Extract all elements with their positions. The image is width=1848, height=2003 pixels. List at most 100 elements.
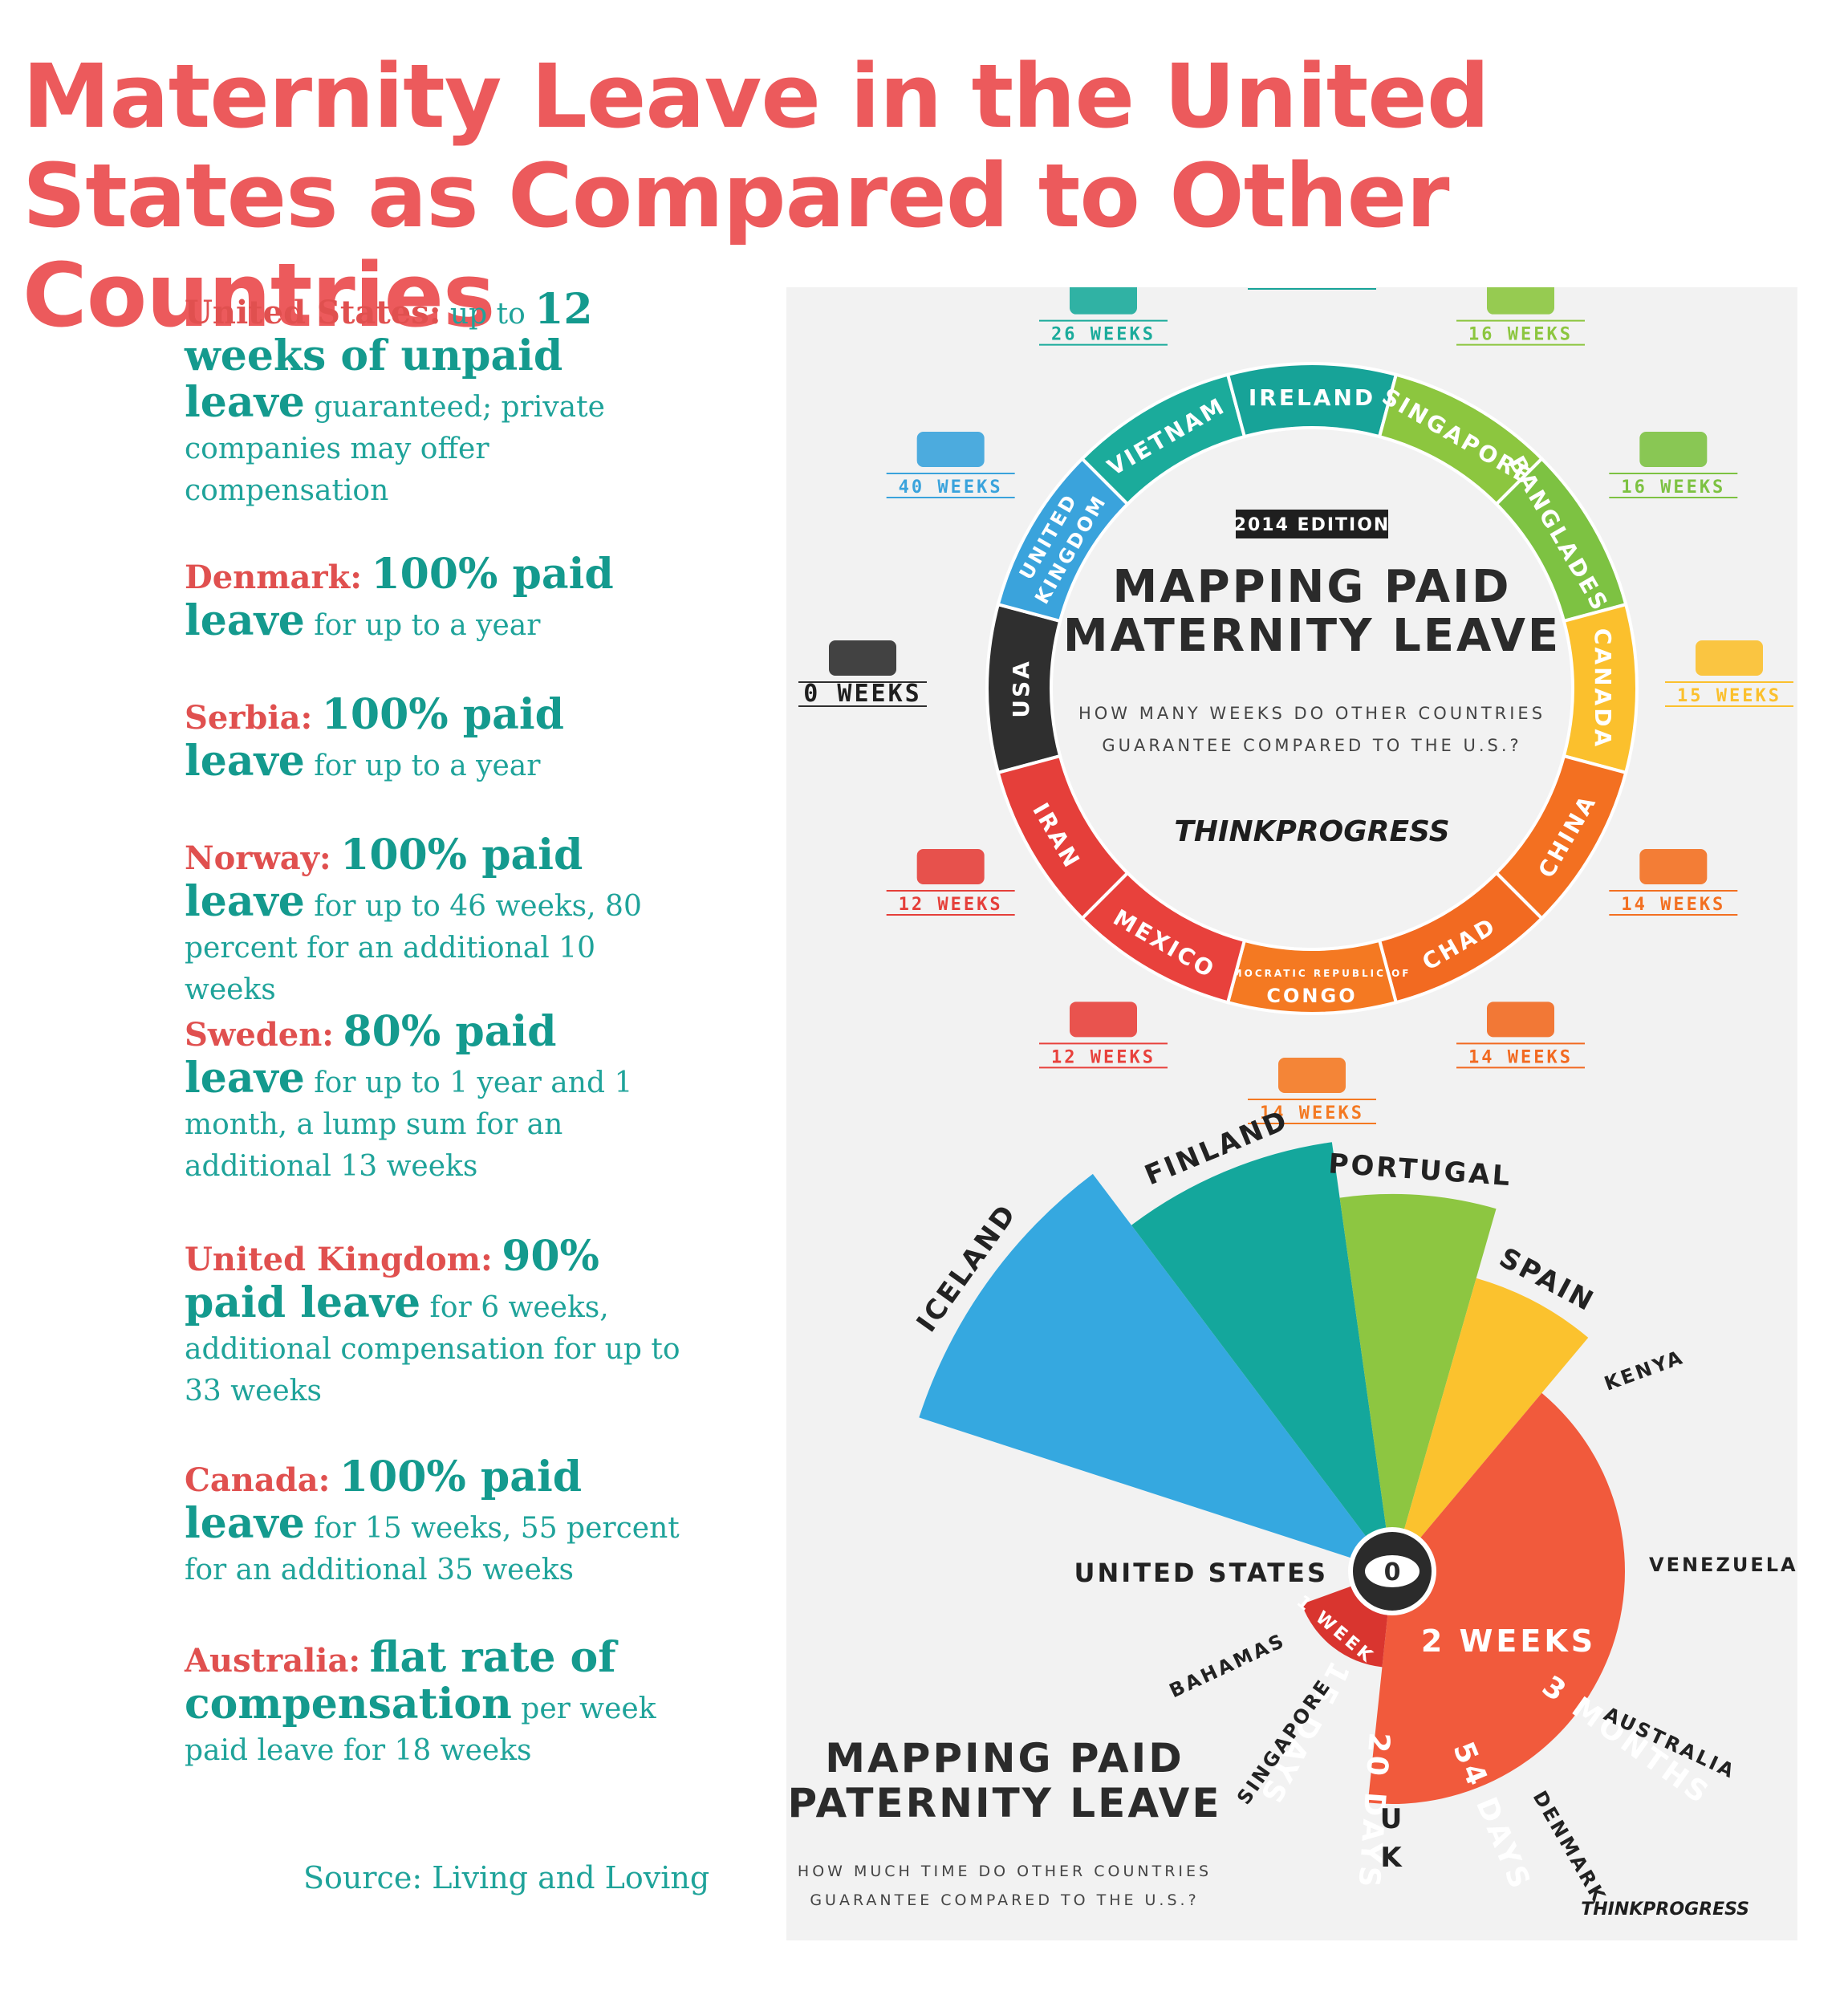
paternity-title-line1: MAPPING PAID — [825, 1735, 1184, 1782]
weeks-callout: 0 WEEKS — [798, 640, 927, 708]
weeks-label: 26 WEEKS — [1051, 325, 1156, 345]
country-map-icon — [1070, 287, 1137, 315]
fact-pre — [360, 1646, 369, 1679]
fact-detail: for up to 46 weeks, 80 percent for an ad… — [185, 890, 642, 1006]
weeks-callout: 14 WEEKS — [1248, 1058, 1376, 1124]
fan-segment-3-months — [919, 1173, 1392, 1571]
fact-highlight: 100% paid leave — [185, 831, 583, 926]
weeks-label: 12 WEEKS — [1051, 1047, 1156, 1067]
weeks-callout: 26 WEEKS — [1248, 287, 1376, 290]
weeks-callout: 12 WEEKS — [886, 849, 1015, 916]
fan-value-label: 2 WEEKS — [1421, 1623, 1596, 1659]
fact-detail: for 15 weeks, 55 percent for an addition… — [185, 1512, 680, 1587]
fan-country-label: VENEZUELA — [1649, 1554, 1797, 1576]
weeks-label: 12 WEEKS — [899, 895, 1003, 915]
maternity-subtitle-line2: GUARANTEE COMPARED TO THE U.S.? — [1102, 736, 1521, 755]
fact-detail: for up to a year — [304, 609, 541, 642]
fact-item: Canada: 100% paid leave for 15 weeks, 55… — [185, 1457, 682, 1591]
weeks-label: 16 WEEKS — [1621, 477, 1725, 498]
fact-country: Norway: — [185, 839, 331, 877]
weeks-callout: 15 WEEKS — [1665, 640, 1793, 707]
weeks-callout: 14 WEEKS — [1456, 1002, 1585, 1069]
fact-highlight: 90% paid leave — [185, 1232, 599, 1327]
fact-item: United Kingdom: 90% paid leave for 6 wee… — [185, 1236, 682, 1412]
fact-detail: for up to a year — [304, 750, 541, 782]
us-center-value: 0 — [1384, 1558, 1401, 1587]
fact-highlight: flat rate of compensation — [185, 1633, 616, 1729]
fact-item: Serbia: 100% paid leave for up to a year — [185, 694, 682, 787]
source-note: Source: Living and Loving — [303, 1860, 710, 1895]
country-map-icon — [1639, 849, 1708, 884]
country-map-icon — [1639, 432, 1708, 467]
fact-country: Australia: — [185, 1642, 361, 1680]
maternity-title-line2: MATERNITY LEAVE — [1063, 610, 1561, 662]
paternity-title-line2: PATERNITY LEAVE — [788, 1780, 1222, 1826]
fan-segment-20-days — [1339, 1194, 1497, 1571]
edition-label: 2014 EDITION — [1234, 515, 1391, 535]
fan-segment-15-days — [1392, 1278, 1589, 1571]
fan-country-label: DENMARK — [1529, 1787, 1611, 1908]
weeks-callout: 14 WEEKS — [1609, 849, 1738, 916]
fan-country-label-k: K — [1380, 1842, 1403, 1874]
ring-label: DEMOCRATIC REPUBLIC OF — [1213, 968, 1411, 979]
weeks-label: 14 WEEKS — [1260, 1103, 1364, 1123]
paternity-subtitle-line1: HOW MUCH TIME DO OTHER COUNTRIES — [798, 1863, 1212, 1880]
weeks-label: 14 WEEKS — [1621, 895, 1725, 915]
paternity-subtitle-line2: GUARANTEE COMPARED TO THE U.S.? — [810, 1891, 1199, 1909]
weeks-label: 16 WEEKS — [1468, 325, 1573, 345]
weeks-callout: 26 WEEKS — [1039, 287, 1168, 346]
weeks-label: 40 WEEKS — [899, 477, 1003, 498]
weeks-label: 15 WEEKS — [1677, 686, 1781, 706]
ring-label: CONGO — [1266, 985, 1357, 1007]
weeks-callout: 40 WEEKS — [886, 432, 1015, 498]
us-map-icon — [1365, 1555, 1420, 1587]
fact-pre: up to — [441, 298, 535, 331]
fan-country-label: BAHAMAS — [1166, 1629, 1289, 1702]
fact-pre — [312, 703, 321, 736]
weeks-callout: 12 WEEKS — [1039, 1002, 1168, 1069]
fan-country-label: KENYA — [1602, 1346, 1688, 1396]
fact-pre — [493, 1245, 502, 1278]
fact-country: Sweden: — [185, 1016, 335, 1054]
fact-detail: guaranteed; private companies may offer … — [185, 391, 605, 507]
fact-detail: for 6 weeks, additional compensation for… — [185, 1291, 680, 1408]
weeks-label: 26 WEEKS — [1260, 287, 1364, 289]
maternity-title-line1: MAPPING PAID — [1113, 561, 1512, 613]
fan-country-label: PORTUGAL — [1327, 1148, 1513, 1192]
weeks-label: 14 WEEKS — [1468, 1047, 1573, 1067]
weeks-callout: 16 WEEKS — [1456, 287, 1585, 346]
fact-highlight: 100% paid leave — [185, 1452, 583, 1548]
us-center-country: UNITED STATES — [1074, 1558, 1328, 1588]
fact-highlight: 100% paid leave — [185, 550, 614, 645]
country-map-icon — [829, 640, 896, 676]
fact-highlight: 12 weeks of unpaid leave — [185, 285, 593, 427]
maternity-subtitle-line1: HOW MANY WEEKS DO OTHER COUNTRIES — [1078, 704, 1545, 723]
edition-badge — [1236, 510, 1388, 538]
ring-label: CANADA — [1590, 628, 1616, 749]
ring-segment-iran — [996, 754, 1131, 921]
fact-pre — [331, 843, 340, 876]
fact-country: Denmark: — [185, 559, 363, 596]
brand-logo-small: THINKPROGRESS — [1581, 1899, 1749, 1920]
fact-pre — [330, 1465, 339, 1498]
page-title: Maternity Leave in the United States as … — [22, 45, 1490, 347]
infographic-panel: USA 0 WEEKS UNITED KINGDOM 40 WEEKS VIETNAM 26… — [786, 287, 1797, 1940]
fact-item: United States: up to 12 weeks of unpaid … — [185, 289, 682, 512]
fact-item: Sweden: 80% paid leave for up to 1 year … — [185, 1011, 682, 1188]
fact-item: Denmark: 100% paid leave for up to a yea… — [185, 554, 682, 647]
country-map-icon — [916, 432, 985, 467]
fan-value-label: 15 DAYS — [1252, 1656, 1355, 1810]
fact-country: Serbia: — [185, 699, 313, 737]
fact-country: Canada: — [185, 1461, 331, 1499]
fact-highlight: 100% paid leave — [185, 690, 564, 786]
fact-detail: for up to 1 year and 1 month, a lump sum… — [185, 1067, 633, 1183]
country-map-icon — [1487, 287, 1554, 315]
brand-logo: THINKPROGRESS — [1174, 815, 1449, 848]
fact-highlight: 80% paid leave — [185, 1007, 557, 1103]
ring-label: IRELAND — [1249, 384, 1375, 411]
fan-country-label-u: U — [1380, 1803, 1405, 1835]
fact-country: United Kingdom: — [185, 1241, 493, 1278]
